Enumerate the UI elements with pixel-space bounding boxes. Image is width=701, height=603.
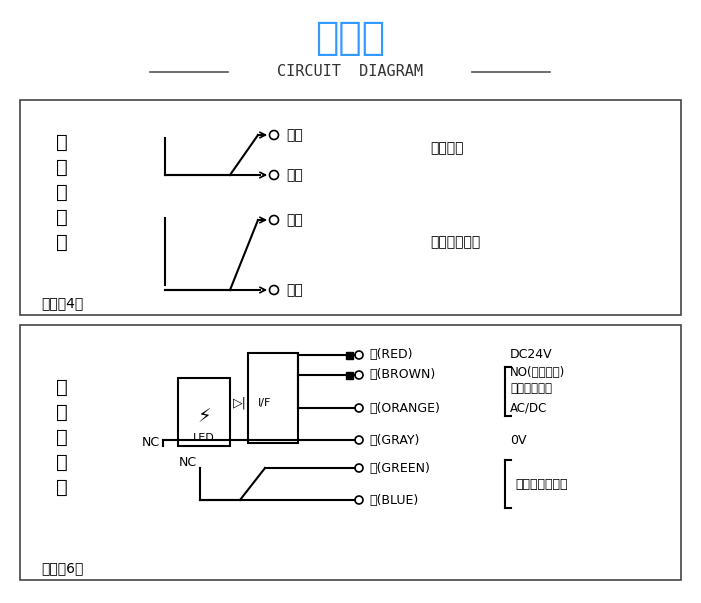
Text: 常闭型4线: 常闭型4线 — [41, 296, 83, 310]
Text: 常
闭
电
路
图: 常 闭 电 路 图 — [56, 133, 68, 252]
Text: 绿色: 绿色 — [286, 213, 303, 227]
Text: 蓝色: 蓝色 — [286, 283, 303, 297]
Text: AC/DC: AC/DC — [510, 402, 547, 414]
Text: NC: NC — [142, 435, 160, 449]
Text: 常开型6线: 常开型6线 — [41, 561, 83, 575]
Text: DC24V: DC24V — [510, 349, 552, 362]
Text: 棕色: 棕色 — [286, 128, 303, 142]
Text: 灰(GRAY): 灰(GRAY) — [369, 434, 419, 446]
Bar — [20, 325, 681, 580]
Text: CIRCUIT  DIAGRAM: CIRCUIT DIAGRAM — [277, 65, 423, 80]
Text: 绿(GREEN): 绿(GREEN) — [369, 461, 430, 475]
Text: 电路图: 电路图 — [315, 19, 385, 57]
Text: 0V: 0V — [510, 434, 526, 446]
Text: 超程保护信号: 超程保护信号 — [430, 235, 480, 249]
Text: 红(RED): 红(RED) — [369, 349, 412, 362]
Bar — [20, 100, 681, 315]
Text: 继电器输出型: 继电器输出型 — [510, 382, 552, 394]
Text: 蓝(BLUE): 蓝(BLUE) — [369, 493, 418, 507]
Text: NC: NC — [179, 455, 197, 469]
Text: ⚡: ⚡ — [197, 408, 211, 426]
Text: LED: LED — [193, 433, 215, 443]
Bar — [346, 352, 353, 359]
Text: 超行程报警信号: 超行程报警信号 — [515, 478, 568, 490]
Text: 对刀信号: 对刀信号 — [430, 141, 463, 155]
Bar — [178, 378, 230, 446]
Bar — [248, 353, 298, 443]
Text: 橙色: 橙色 — [286, 168, 303, 182]
Text: I/F: I/F — [258, 398, 272, 408]
Bar — [346, 371, 353, 379]
Text: 常
开
电
路
图: 常 开 电 路 图 — [56, 378, 68, 497]
Text: 棕(BROWN): 棕(BROWN) — [369, 368, 435, 382]
Text: NO(反相输出): NO(反相输出) — [510, 367, 565, 379]
Text: 橙(ORANGE): 橙(ORANGE) — [369, 402, 440, 414]
Text: ▷|: ▷| — [233, 397, 247, 409]
